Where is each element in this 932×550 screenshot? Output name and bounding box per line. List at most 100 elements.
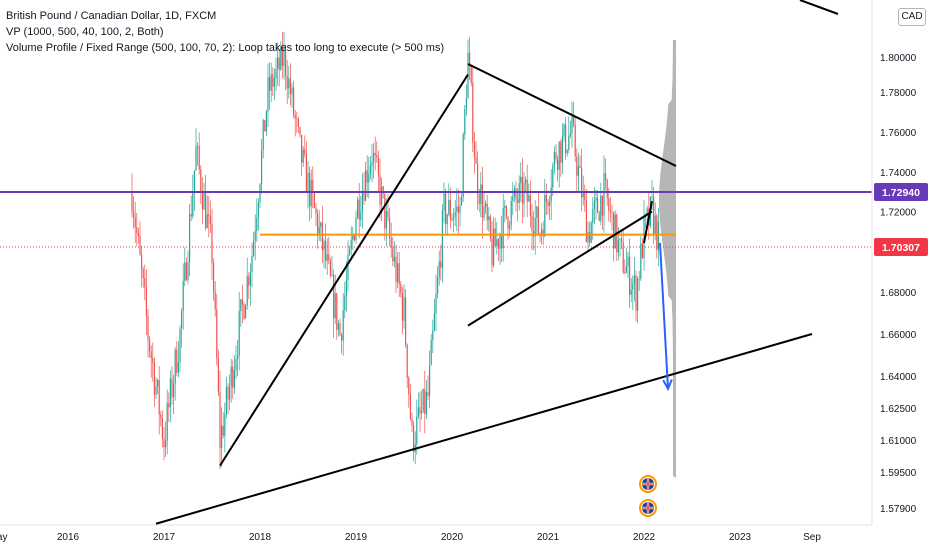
candle-up (430, 340, 432, 366)
candle-down (526, 179, 528, 202)
candle-up (619, 238, 621, 240)
candle-up (347, 254, 349, 280)
candle-up (528, 195, 530, 202)
candle-up (520, 176, 522, 184)
candle-down (656, 215, 658, 251)
candle-up (549, 201, 551, 206)
candle-down (142, 269, 144, 279)
candle-down (531, 215, 533, 232)
candle-up (603, 173, 605, 216)
candle-down (392, 247, 394, 262)
candle-down (501, 235, 503, 249)
candle-up (593, 200, 595, 209)
candle-up (179, 328, 181, 363)
candle-down (205, 192, 207, 228)
candle-up (310, 179, 312, 207)
candle-up (262, 120, 264, 151)
candle-up (283, 48, 285, 67)
fixed-range-indicator-label[interactable]: Volume Profile / Fixed Range (500, 100, … (6, 42, 445, 54)
candle-down (379, 175, 381, 205)
candle-up (342, 310, 344, 341)
candle-up (240, 299, 242, 311)
candle-up (480, 184, 482, 204)
candle-down (579, 166, 581, 168)
candle-down (209, 216, 211, 224)
candle-up (187, 262, 189, 280)
candle-down (576, 156, 578, 176)
candle-up (230, 366, 232, 387)
trendlines (155, 0, 839, 525)
candle-down (507, 217, 509, 229)
candle-down (213, 262, 215, 293)
candle-down (158, 379, 160, 415)
candle-up (510, 201, 512, 226)
candle-up (525, 179, 527, 183)
candle-down (629, 256, 631, 295)
candle-down (477, 163, 479, 195)
volume-profile-indicator-label[interactable]: VP (1000, 500, 40, 100, 2, Both) (6, 26, 164, 38)
candle-down (635, 275, 637, 311)
candle-down (150, 351, 152, 359)
candle-up (454, 211, 456, 218)
candle-down (377, 157, 379, 176)
symbol-title[interactable]: British Pound / Canadian Dollar, 1D, FXC… (6, 10, 217, 22)
candle-down (305, 154, 307, 193)
candle-up (277, 57, 279, 69)
time-tick-label: 2018 (249, 532, 272, 543)
candle-up (360, 211, 362, 220)
candle-up (438, 261, 440, 278)
candle-up (385, 211, 387, 229)
candle-up (352, 234, 354, 240)
candle-down (134, 217, 136, 228)
candle-up (512, 196, 514, 202)
candle-up (421, 410, 423, 414)
volume-profile (659, 40, 676, 478)
candle-down (325, 240, 327, 261)
candle-down (147, 316, 149, 340)
candle-up (265, 111, 267, 132)
candle-down (529, 195, 531, 216)
candle-down (281, 47, 283, 67)
candle-up (553, 151, 555, 166)
candle-up (443, 193, 445, 211)
candle-up (465, 98, 467, 110)
candle-down (243, 304, 245, 319)
candle-up (518, 183, 520, 203)
candle-up (337, 323, 339, 330)
candle-down (222, 425, 224, 436)
candle-down (264, 120, 266, 132)
price-tick-label: 1.72000 (880, 208, 917, 219)
candle-up (651, 196, 653, 198)
candle-up (182, 280, 184, 312)
candle-down (565, 124, 567, 154)
candle-up (577, 166, 579, 176)
candle-up (614, 214, 616, 249)
candle-up (249, 272, 251, 286)
candle-up (493, 228, 495, 266)
candle-up (270, 74, 272, 91)
candle-down (208, 214, 210, 217)
candle-up (318, 227, 320, 236)
candle-up (197, 145, 199, 147)
candle-down (152, 358, 154, 364)
candle-up (582, 191, 584, 198)
currency-badge[interactable]: CAD (898, 8, 926, 26)
candle-up (320, 222, 322, 228)
price-tick-label: 1.80000 (880, 53, 917, 64)
candle-up (157, 379, 159, 387)
candle-down (339, 323, 341, 335)
candle-up (552, 165, 554, 188)
candle-up (625, 266, 627, 273)
candle-down (296, 118, 298, 120)
candle-up (253, 241, 255, 257)
candle-down (624, 272, 626, 274)
candle-up (541, 229, 543, 237)
candle-up (184, 262, 186, 281)
candle-up (331, 274, 333, 276)
candle-up (193, 170, 195, 192)
candle-down (641, 243, 643, 259)
horizontal-level-label: 1.72940 (882, 187, 920, 199)
candle-up (485, 203, 487, 207)
candle-up (307, 172, 309, 193)
